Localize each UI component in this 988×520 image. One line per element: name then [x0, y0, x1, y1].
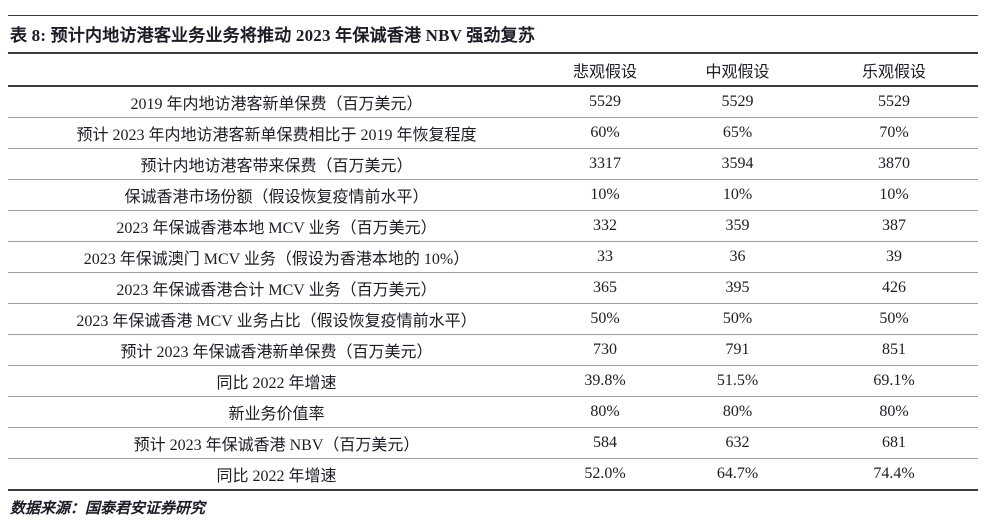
row-value-cell: 5529	[721, 93, 754, 110]
row-label-cell: 预计 2023 年保诚香港 NBV（百万美元）	[8, 427, 545, 459]
row-value-cell: 60%	[545, 117, 665, 149]
row-value-cell: 33	[545, 241, 665, 273]
row-value-cell: 52.0%	[545, 458, 665, 490]
column-header-neutral: 中观假设	[665, 53, 810, 87]
table-title: 表 8: 预计内地访港客业务业务将推动 2023 年保诚香港 NBV 强劲复苏	[10, 26, 536, 45]
row-label-cell: 2019 年内地访港客新单保费（百万美元）	[130, 96, 423, 113]
row-value-cell: 3870	[810, 148, 978, 180]
table-row: 预计 2023 年保诚香港 NBV（百万美元） 584 632 681	[8, 427, 978, 459]
row-value-cell: 730	[545, 334, 665, 366]
row-value-cell: 50%	[665, 303, 810, 335]
row-value-cell: 74.4%	[810, 458, 978, 490]
table-row: 预计 2023 年内地访港客新单保费相比于 2019 年恢复程度 60% 65% 70…	[8, 117, 978, 149]
assumptions-table: 悲观假设 中观假设 乐观假设 2019 年内地访港客新单保费（百万美元） 5529…	[8, 52, 978, 491]
row-label-cell: 2023 年保诚香港 MCV 业务占比（假设恢复疫情前水平）	[8, 303, 545, 335]
row-value-cell: 365	[545, 272, 665, 304]
row-value-cell: 3594	[665, 148, 810, 180]
row-value-cell: 395	[665, 272, 810, 304]
row-label-cell: 同比 2022 年增速	[8, 458, 545, 490]
row-value-cell: 65%	[665, 117, 810, 149]
table-row: 同比 2022 年增速 39.8% 51.5% 69.1%	[8, 365, 978, 397]
header-empty-cell	[8, 53, 545, 87]
row-label-cell: 预计 2023 年内地访港客新单保费相比于 2019 年恢复程度	[8, 117, 545, 149]
top-rule	[8, 15, 978, 16]
row-value-cell: 50%	[810, 303, 978, 335]
row-value-cell: 632	[665, 427, 810, 459]
row-value-cell: 70%	[810, 117, 978, 149]
row-label-cell: 预计 2023 年保诚香港新单保费（百万美元）	[8, 334, 545, 366]
row-value-cell: 584	[545, 427, 665, 459]
table-row: 2023 年保诚香港合计 MCV 业务（百万美元） 365 395 426	[8, 272, 978, 304]
row-value-cell: 80%	[810, 396, 978, 428]
row-value-cell: 64.7%	[665, 458, 810, 490]
row-value-cell: 332	[545, 210, 665, 242]
column-header-pessimistic: 悲观假设	[545, 53, 665, 87]
table-row: 2023 年保诚香港 MCV 业务占比（假设恢复疫情前水平） 50% 50% 50%	[8, 303, 978, 335]
row-value-cell: 10%	[810, 179, 978, 211]
table-row: 2023 年保诚香港本地 MCV 业务（百万美元） 332 359 387	[8, 210, 978, 242]
data-source-note: 数据来源：国泰君安证券研究	[10, 501, 206, 517]
table-body: 2019 年内地访港客新单保费（百万美元） 5529 5529 5529 预计 2023…	[8, 86, 978, 490]
row-value-cell: 851	[810, 334, 978, 366]
row-value-cell: 426	[810, 272, 978, 304]
row-value-cell: 39.8%	[545, 365, 665, 397]
row-value-cell: 3317	[545, 148, 665, 180]
row-label-cell: 2023 年保诚香港合计 MCV 业务（百万美元）	[8, 272, 545, 304]
table-row: 预计内地访港客带来保费（百万美元） 3317 3594 3870	[8, 148, 978, 180]
row-label-cell: 同比 2022 年增速	[8, 365, 545, 397]
row-value-cell: 80%	[665, 396, 810, 428]
row-value-cell: 681	[810, 427, 978, 459]
row-value-cell: 5529	[589, 93, 621, 110]
row-value-cell: 10%	[665, 179, 810, 211]
row-value-cell: 5529	[878, 93, 910, 110]
row-value-cell: 791	[665, 334, 810, 366]
row-value-cell: 10%	[545, 179, 665, 211]
table-row: 新业务价值率 80% 80% 80%	[8, 396, 978, 428]
row-value-cell: 387	[810, 210, 978, 242]
table-row: 预计 2023 年保诚香港新单保费（百万美元） 730 791 851	[8, 334, 978, 366]
row-label-cell: 2023 年保诚香港本地 MCV 业务（百万美元）	[8, 210, 545, 242]
row-label-cell: 新业务价值率	[8, 396, 545, 428]
row-label-cell: 预计内地访港客带来保费（百万美元）	[8, 148, 545, 180]
row-value-cell: 36	[665, 241, 810, 273]
row-value-cell: 39	[810, 241, 978, 273]
table-row: 2023 年保诚澳门 MCV 业务（假设为香港本地的 10%） 33 36 39	[8, 241, 978, 273]
row-value-cell: 359	[665, 210, 810, 242]
row-value-cell: 51.5%	[665, 365, 810, 397]
header-row: 悲观假设 中观假设 乐观假设	[8, 53, 978, 87]
row-value-cell: 80%	[545, 396, 665, 428]
column-header-optimistic: 乐观假设	[810, 53, 978, 87]
row-label-cell: 保诚香港市场份额（假设恢复疫情前水平）	[8, 179, 545, 211]
table-row: 2019 年内地访港客新单保费（百万美元） 5529 5529 5529	[8, 86, 978, 118]
row-label-cell: 2023 年保诚澳门 MCV 业务（假设为香港本地的 10%）	[8, 241, 545, 273]
row-value-cell: 50%	[545, 303, 665, 335]
row-value-cell: 69.1%	[810, 365, 978, 397]
table-row: 保诚香港市场份额（假设恢复疫情前水平） 10% 10% 10%	[8, 179, 978, 211]
table-row: 同比 2022 年增速 52.0% 64.7% 74.4%	[8, 458, 978, 490]
